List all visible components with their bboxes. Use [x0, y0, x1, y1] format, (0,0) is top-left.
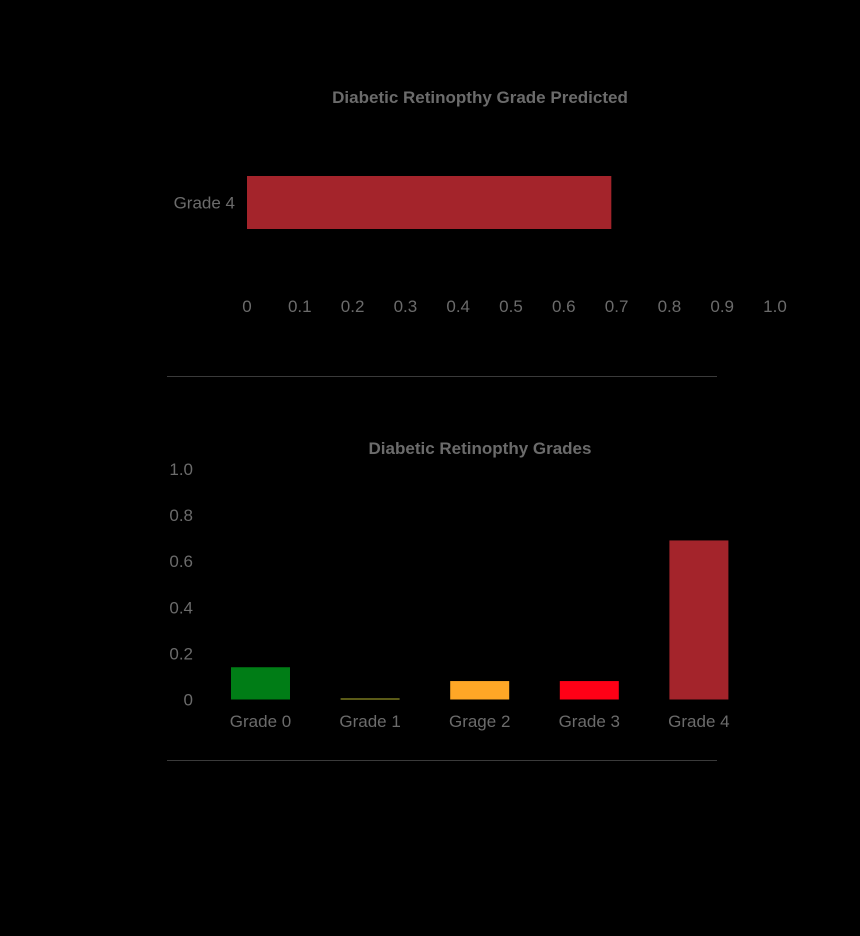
category-label: Grage 2 — [449, 712, 510, 731]
bar-grade-4[interactable] — [247, 176, 612, 229]
x-tick-label: 0.7 — [605, 297, 629, 316]
bar-grade-4[interactable] — [669, 540, 729, 700]
x-tick-label: 0.6 — [552, 297, 576, 316]
predicted-grade-bars — [247, 176, 612, 229]
grades-chart-title: Diabetic Retinopthy Grades — [369, 439, 592, 458]
x-tick-label: 0.1 — [288, 297, 312, 316]
x-tick-label: 1.0 — [763, 297, 787, 316]
x-tick-label: 0.5 — [499, 297, 523, 316]
category-label: Grade 0 — [230, 712, 291, 731]
category-label: Grade 1 — [339, 712, 400, 731]
predicted-grade-chart-title: Diabetic Retinopthy Grade Predicted — [332, 88, 628, 107]
y-tick-label: 0.8 — [169, 506, 193, 525]
x-tick-label: 0.9 — [710, 297, 734, 316]
category-label: Grade 3 — [559, 712, 620, 731]
x-tick-label: 0.3 — [394, 297, 418, 316]
x-tick-label: 0 — [242, 297, 251, 316]
y-tick-label: 0.2 — [169, 644, 193, 663]
category-label: Grade 4 — [668, 712, 729, 731]
x-tick-label: 0.8 — [658, 297, 682, 316]
bar-grade-0[interactable] — [231, 667, 290, 700]
predicted-grade-chart: Diabetic Retinopthy Grade Predicted Grad… — [174, 88, 787, 316]
y-tick-label: 0 — [184, 691, 193, 710]
predicted-grade-x-axis: 0 0.1 0.2 0.3 0.4 0.5 0.6 0.7 0.8 0.9 1.0 — [242, 297, 787, 316]
y-tick-label: 0.4 — [169, 598, 193, 617]
category-label: Grade 4 — [174, 194, 235, 213]
x-tick-label: 0.2 — [341, 297, 365, 316]
bar-grade-1[interactable] — [340, 698, 400, 700]
bar-grage-2[interactable] — [450, 681, 510, 700]
bar-grade-3[interactable] — [559, 681, 619, 700]
y-tick-label: 1.0 — [169, 460, 193, 479]
predicted-grade-category-axis: Grade 4 — [174, 194, 235, 213]
grades-chart: Diabetic Retinopthy Grades 0 0.2 0.4 0.6 0.8… — [169, 439, 729, 731]
x-tick-label: 0.4 — [446, 297, 470, 316]
grades-y-axis: 0 0.2 0.4 0.6 0.8 1.0 — [169, 460, 193, 710]
y-tick-label: 0.6 — [169, 552, 193, 571]
grades-bars — [231, 540, 729, 700]
grades-category-axis: Grade 0 Grade 1 Grage 2 Grade 3 Grade 4 — [230, 712, 730, 731]
